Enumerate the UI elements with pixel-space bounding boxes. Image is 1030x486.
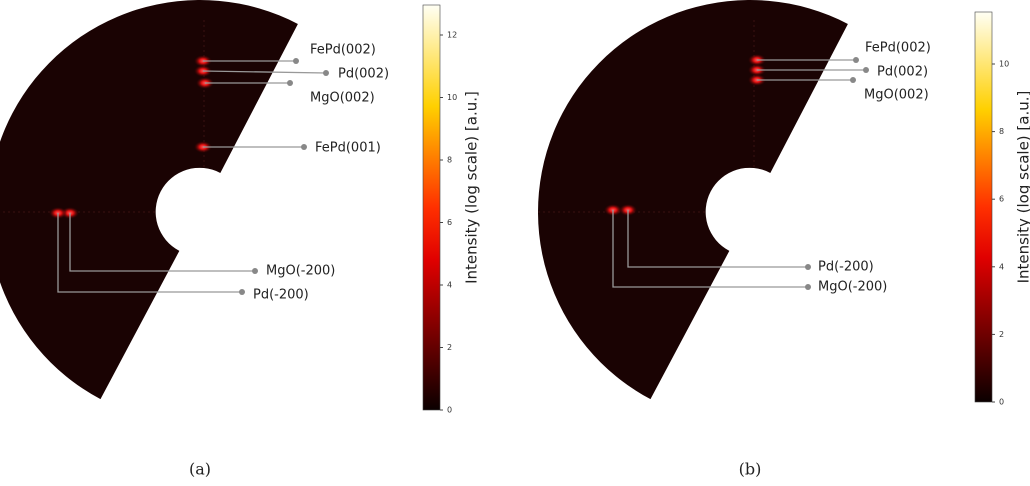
colorbar-label: Intensity (log scale) [a.u.] bbox=[1015, 91, 1030, 284]
leader-dot bbox=[323, 70, 329, 76]
peak-label: MgO(002) bbox=[864, 88, 929, 103]
colorbar-tick-label: 4 bbox=[999, 262, 1004, 271]
leader-dot bbox=[805, 284, 811, 290]
colorbar-tick-label: 8 bbox=[447, 156, 452, 165]
colorbar-tick-label: 0 bbox=[999, 398, 1004, 407]
colorbar-tick-label: 10 bbox=[999, 60, 1009, 69]
leader-dot bbox=[239, 289, 245, 295]
figure: FePd(002) Pd(002) MgO(002) FePd(001) MgO(-20… bbox=[0, 0, 1030, 486]
leader-dot bbox=[863, 67, 869, 73]
peak-label: FePd(001) bbox=[315, 141, 381, 156]
colorbar-tick-label: 6 bbox=[447, 218, 452, 227]
colorbar-tick-label: 0 bbox=[447, 406, 452, 415]
peak-label: MgO(002) bbox=[310, 91, 375, 106]
colorbar-tick-label: 10 bbox=[447, 93, 457, 102]
leader-dot bbox=[850, 77, 856, 83]
peak-label: FePd(002) bbox=[865, 41, 931, 56]
colorbar-tick-label: 2 bbox=[447, 343, 452, 352]
leader-dot bbox=[301, 144, 307, 150]
colorbar-label: Intensity (log scale) [a.u.] bbox=[463, 91, 481, 284]
colorbar-tick-label: 6 bbox=[999, 195, 1004, 204]
leader-dot bbox=[805, 264, 811, 270]
peak-label: Pd(-200) bbox=[253, 288, 309, 303]
leader-dot bbox=[287, 80, 293, 86]
caption: (b) bbox=[739, 460, 762, 479]
peak-label: FePd(002) bbox=[310, 43, 376, 58]
colorbar bbox=[975, 12, 992, 402]
peak-label: Pd(002) bbox=[877, 65, 928, 80]
peak-label: Pd(002) bbox=[338, 67, 389, 82]
colorbar-tick-label: 12 bbox=[447, 31, 457, 40]
leader-dot bbox=[252, 268, 258, 274]
colorbar-tick-label: 4 bbox=[447, 281, 452, 290]
wedge-map bbox=[0, 0, 298, 399]
colorbar-tick-label: 2 bbox=[999, 330, 1004, 339]
caption: (a) bbox=[189, 460, 211, 479]
colorbar-tick-label: 8 bbox=[999, 127, 1004, 136]
peak-label: MgO(-200) bbox=[818, 280, 887, 295]
peak-label: Pd(-200) bbox=[818, 260, 874, 275]
leader-dot bbox=[853, 57, 859, 63]
leader-dot bbox=[293, 58, 299, 64]
colorbar bbox=[423, 5, 440, 410]
peak-label: MgO(-200) bbox=[266, 264, 335, 279]
